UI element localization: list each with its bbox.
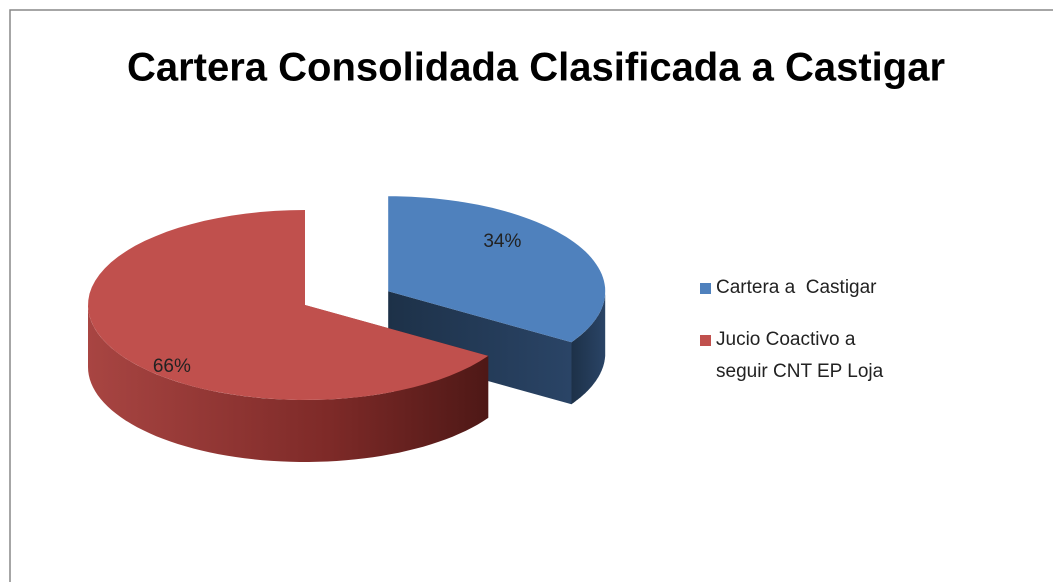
legend-label: Cartera a Castigar [716,277,877,298]
slice-wall [571,291,606,405]
chart-title: Cartera Consolidada Clasificada a Castig… [127,46,945,90]
frame [9,9,1053,582]
slice-side [388,291,572,405]
data-label: 34% [483,231,521,252]
legend-swatch [700,335,711,346]
slice [388,196,606,343]
legend: Cartera a Castigar Jucio Coactivo a segui… [700,272,900,408]
slice [88,210,489,400]
legend-swatch [700,283,711,294]
legend-item: Cartera a Castigar [700,272,900,304]
slice-wall [88,305,489,462]
data-label: 66% [153,356,191,377]
legend-label: Jucio Coactivo a seguir CNT EP Loja [716,329,884,382]
legend-item: Jucio Coactivo a seguir CNT EP Loja [700,324,900,388]
pie: 34% 66% [88,196,606,462]
